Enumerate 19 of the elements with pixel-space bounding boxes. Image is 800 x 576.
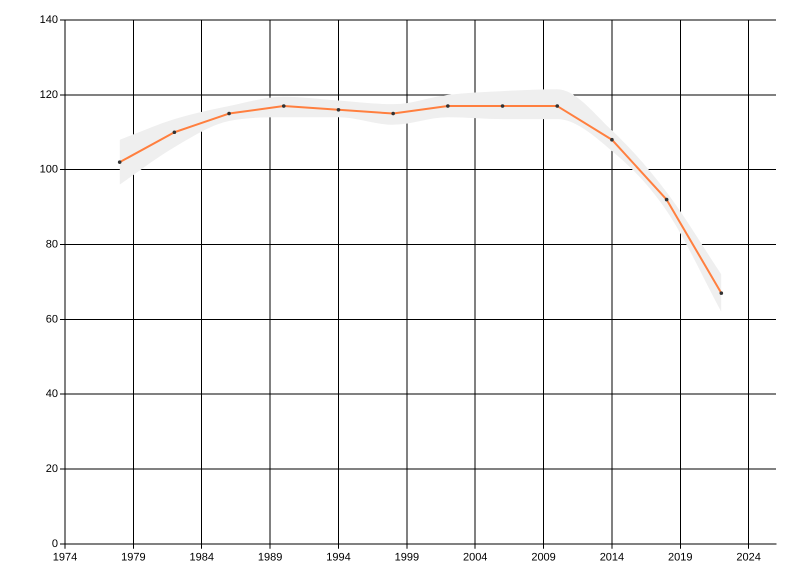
x-tick-label: 2009 [531, 551, 556, 564]
x-tick-label: 1999 [394, 551, 420, 564]
x-tick-label: 2004 [462, 551, 488, 564]
y-tick-label: 20 [46, 463, 58, 476]
x-tick-label: 2024 [736, 551, 761, 564]
y-tick-label: 60 [46, 313, 58, 326]
x-tick-label: 2019 [668, 551, 693, 564]
x-tick-label: 1974 [52, 551, 78, 564]
x-tick-label: 1994 [326, 551, 351, 564]
x-tick-label: 1979 [121, 551, 146, 564]
x-tick-label: 1984 [189, 551, 214, 564]
y-tick-label: 40 [46, 388, 58, 400]
x-tick-label: 2014 [600, 551, 624, 564]
x-tick-label: 1989 [258, 551, 282, 564]
y-tick-label: 80 [46, 238, 58, 251]
y-tick-label: 140 [40, 14, 58, 26]
y-tick-label: 120 [40, 88, 58, 101]
y-tick-label: 100 [40, 164, 58, 176]
y-tick-label: 0 [52, 538, 58, 550]
